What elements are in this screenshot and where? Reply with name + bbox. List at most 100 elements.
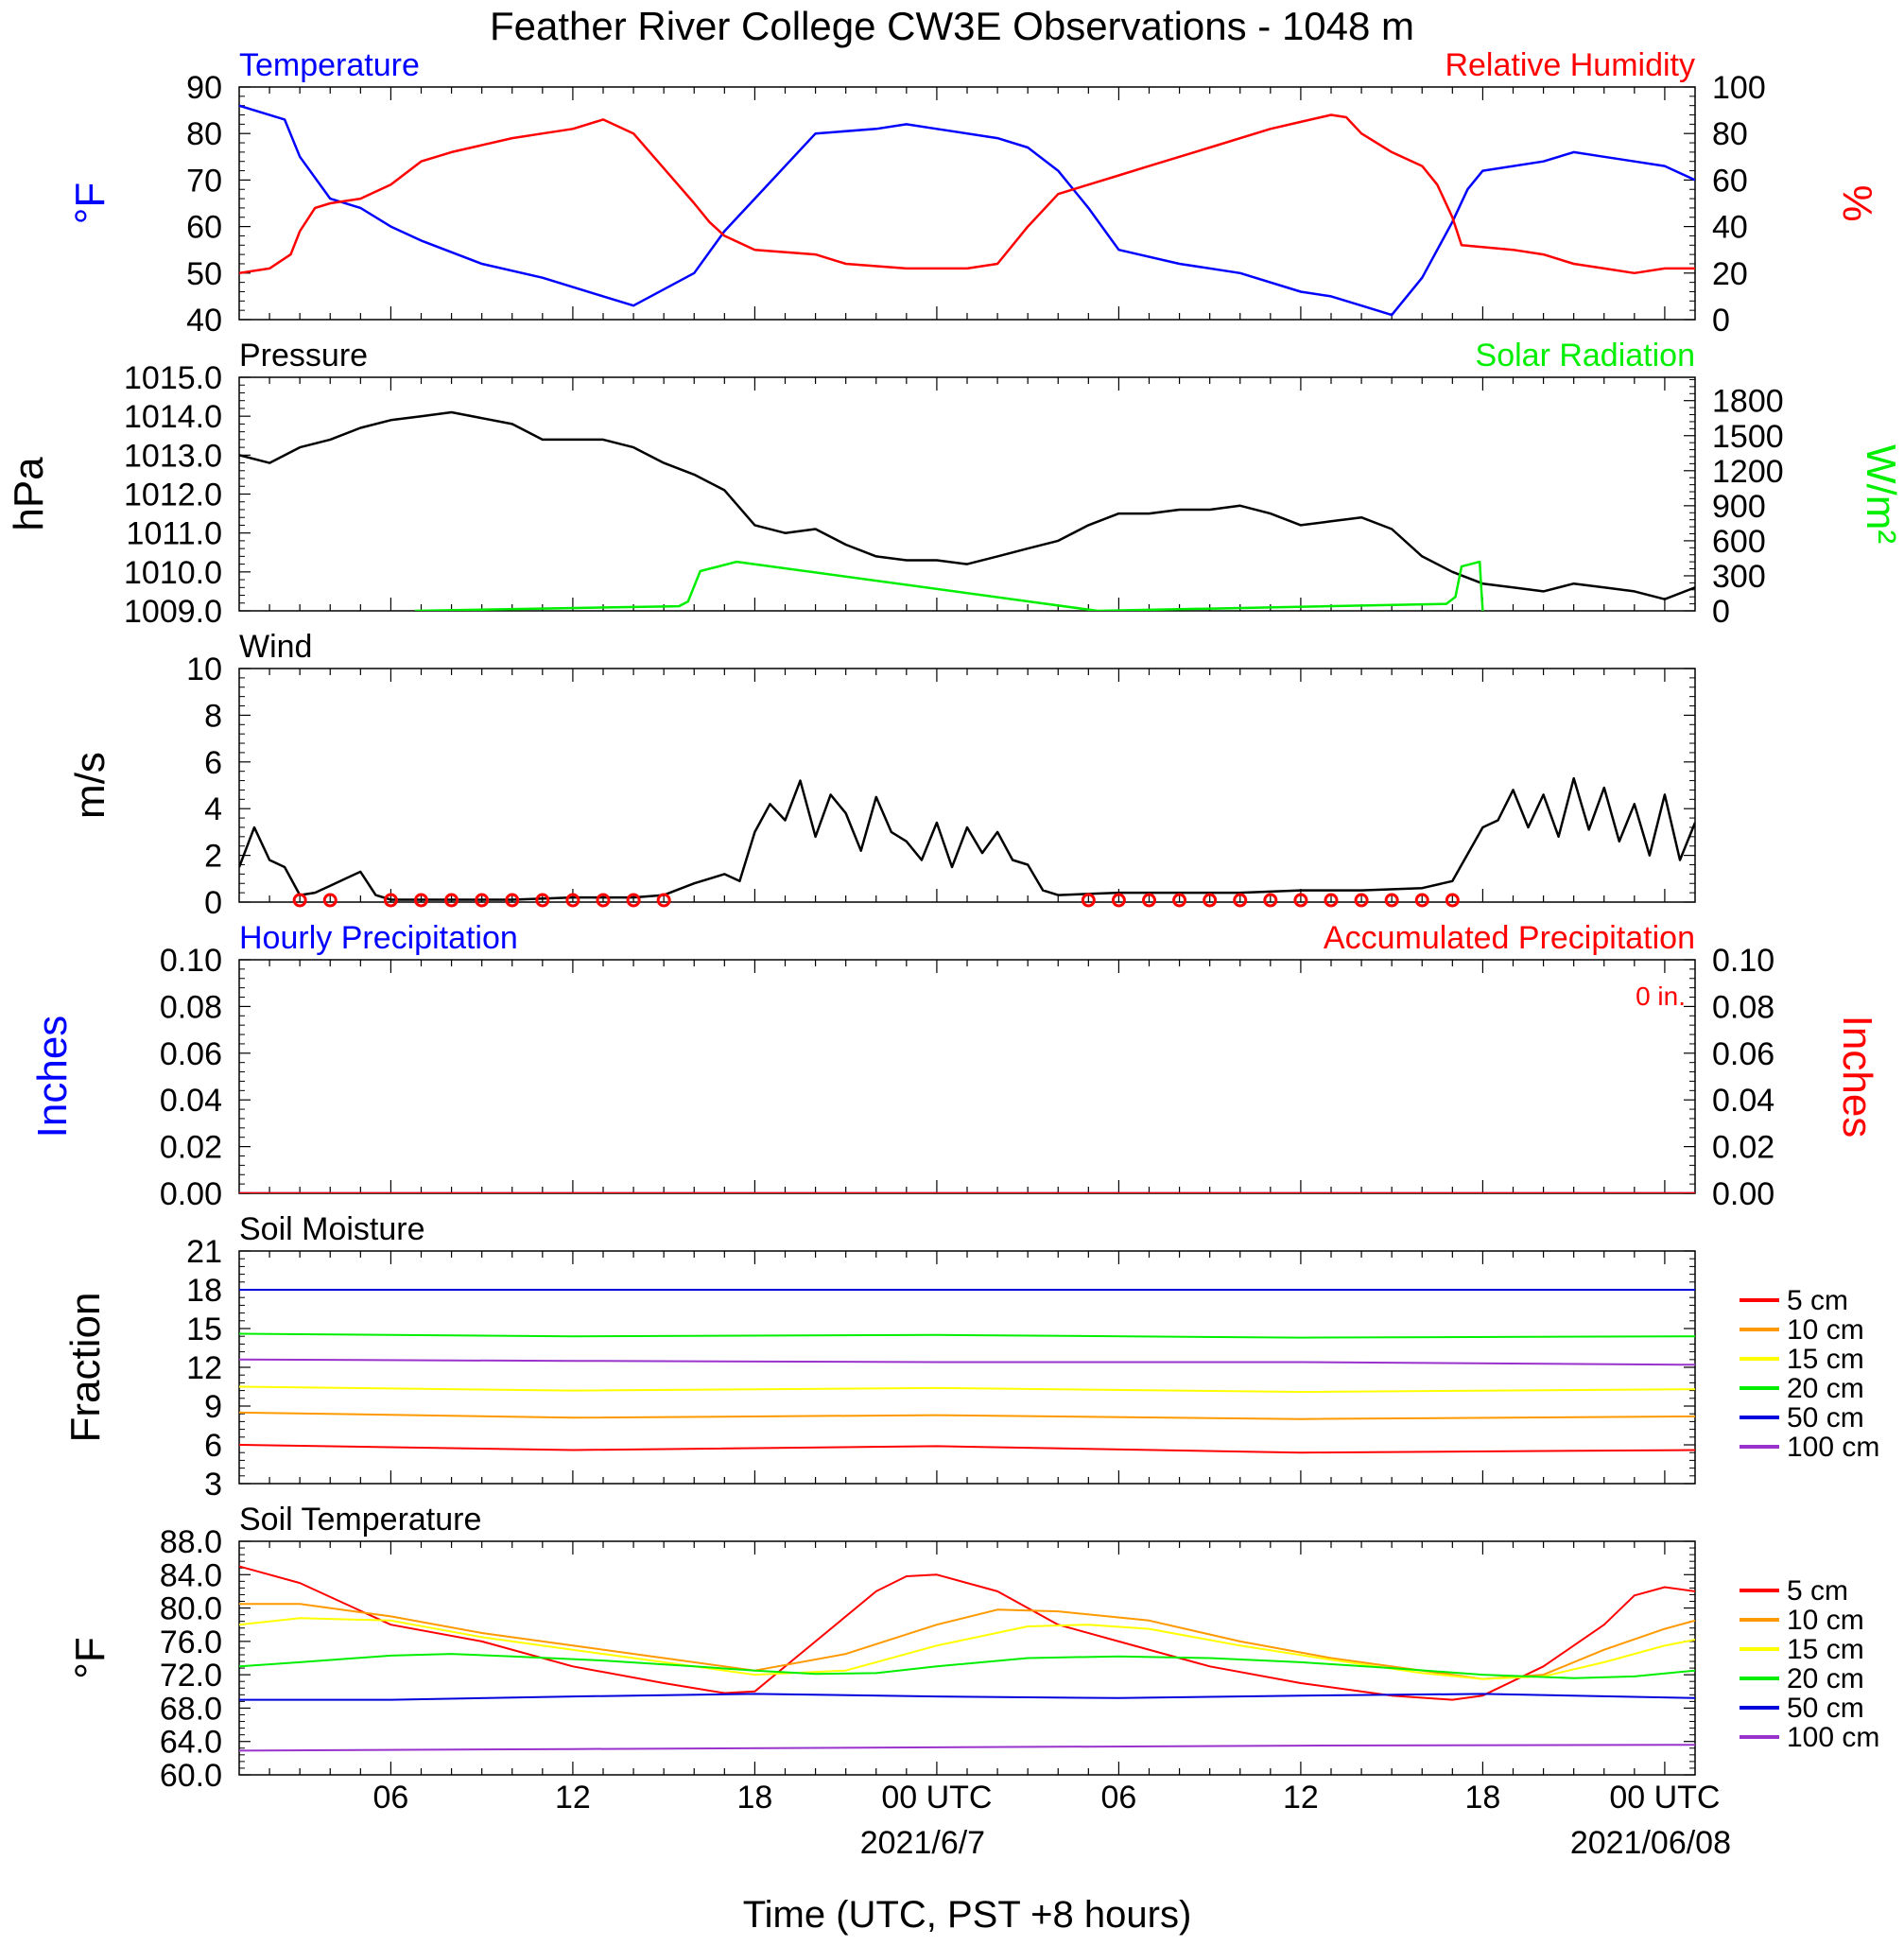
wind-calm-marker [322, 893, 338, 908]
y-tick-label: 1009.0 [124, 594, 222, 630]
y-tick-label-right: 0 [1712, 594, 1730, 630]
y-tick-label-right: 80 [1712, 116, 1748, 152]
y-tick-label: 60 [186, 210, 222, 246]
y-tick-label: 68.0 [160, 1691, 222, 1727]
y-tick-label-right: 40 [1712, 210, 1748, 246]
x-tick-label: 18 [1465, 1780, 1501, 1816]
series-line [239, 1565, 1695, 1701]
series-group [239, 410, 1695, 611]
panel-soil_temp: 60.064.068.072.076.080.084.088.0 Soil Tem… [67, 1502, 1879, 1794]
wind-calm-marker [1293, 893, 1308, 908]
accumulated-total-label: 0 in. [1636, 982, 1686, 1011]
x-axis: 06 12 18 00 UTC 06 12 18 00 UTC 2021/6/7 2021/06/… [373, 1780, 1731, 1861]
series-line [239, 1693, 1695, 1701]
y-axis-label-right: W/m² [1858, 444, 1904, 544]
legend-label: 100 cm [1787, 1722, 1879, 1753]
y-tick-label: 0.04 [160, 1083, 222, 1119]
y-tick-label: 40 [186, 303, 222, 339]
y-tick-label: 0.00 [160, 1176, 222, 1212]
y-tick-label: 0.10 [160, 943, 222, 979]
series-line [239, 1332, 1695, 1339]
wind-calm-marker [1354, 893, 1369, 908]
y-tick-label: 60.0 [160, 1758, 222, 1794]
x-tick-label: 18 [737, 1780, 773, 1816]
y-tick-label: 1015.0 [124, 360, 222, 396]
legend-label: 10 cm [1787, 1605, 1864, 1636]
y-tick-label-right: 1500 [1712, 419, 1784, 455]
wind-calm-marker [565, 893, 580, 908]
y-tick-label: 6 [204, 1428, 222, 1464]
y-tick-label: 6 [204, 745, 222, 781]
y-tick-label: 80.0 [160, 1591, 222, 1627]
y-tick-label: 80 [186, 116, 222, 152]
wind-calm-marker [1324, 893, 1339, 908]
y-tick-label: 21 [186, 1234, 222, 1270]
y-axis-label-left: hPa [6, 457, 52, 531]
y-tick-label-right: 100 [1712, 70, 1766, 106]
legend-label: 20 cm [1787, 1373, 1864, 1404]
y-tick-label: 0.02 [160, 1130, 222, 1166]
y-tick-label: 76.0 [160, 1625, 222, 1660]
y-tick-label-right: 0.04 [1712, 1083, 1774, 1119]
y-tick-label: 50 [186, 256, 222, 292]
series-line [239, 776, 1695, 901]
panel-title-left: Soil Moisture [239, 1211, 425, 1247]
y-tick-label: 2 [204, 839, 222, 875]
y-axis-label-left: Inches [29, 1016, 76, 1138]
series-group [239, 1565, 1695, 1752]
wind-calm-marker [626, 893, 641, 908]
y-tick-label: 10 [186, 652, 222, 687]
series-line [239, 1411, 1695, 1420]
legend-label: 100 cm [1787, 1432, 1879, 1463]
y-tick-label: 4 [204, 791, 222, 827]
y-axis-label-right: % [1834, 184, 1880, 221]
x-tick-label: 12 [555, 1780, 591, 1816]
y-tick-label: 64.0 [160, 1725, 222, 1761]
series-group [239, 776, 1695, 901]
y-axis-label-left: °F [67, 182, 113, 224]
wind-calm-marker [1263, 893, 1278, 908]
legend-label: 5 cm [1787, 1575, 1848, 1607]
y-tick-label: 90 [186, 70, 222, 106]
y-tick-label: 8 [204, 698, 222, 734]
x-tick-label: 06 [1101, 1780, 1137, 1816]
wind-calm-marker [1172, 893, 1187, 908]
y-axis-label-left: °F [67, 1637, 113, 1678]
y-tick-label: 1010.0 [124, 555, 222, 591]
panel-title-left: Temperature [239, 47, 420, 83]
y-tick-label-right: 1200 [1712, 454, 1784, 490]
x-tick-label: 00 UTC [1609, 1780, 1720, 1816]
y-tick-label: 0.08 [160, 989, 222, 1025]
y-tick-label-right: 900 [1712, 489, 1766, 525]
legend-label: 10 cm [1787, 1314, 1864, 1346]
y-axis-label-left: m/s [67, 752, 113, 819]
y-tick-label: 70 [186, 163, 222, 199]
y-tick-label-right: 0.02 [1712, 1130, 1774, 1166]
y-tick-label-right: 1800 [1712, 384, 1784, 420]
wind-calm-marker [1111, 893, 1126, 908]
y-tick-label: 84.0 [160, 1557, 222, 1593]
y-tick-label-right: 0.06 [1712, 1036, 1774, 1072]
wind-calm-marker [414, 893, 428, 908]
y-tick-label-right: 0.10 [1712, 943, 1774, 979]
legend-label: 15 cm [1787, 1344, 1864, 1375]
y-tick-label-right: 20 [1712, 256, 1748, 292]
y-axis-label-left: Fraction [62, 1293, 109, 1443]
wind-calm-marker [505, 893, 520, 908]
series-line [415, 560, 1484, 611]
y-tick-label: 18 [186, 1273, 222, 1309]
panel-temp_rh: 40 50 60 70 80 90 0 20 40 60 80 100 Temperature Relat… [67, 47, 1880, 339]
wind-calm-marker [292, 893, 307, 908]
series-line [239, 1744, 1695, 1752]
series-line [239, 410, 1695, 600]
panel-title-right: Solar Radiation [1476, 338, 1695, 374]
series-line [239, 113, 1695, 275]
wind-calm-marker [1445, 893, 1460, 908]
panel-title-left: Wind [239, 629, 312, 665]
wind-calm-marker [383, 893, 398, 908]
